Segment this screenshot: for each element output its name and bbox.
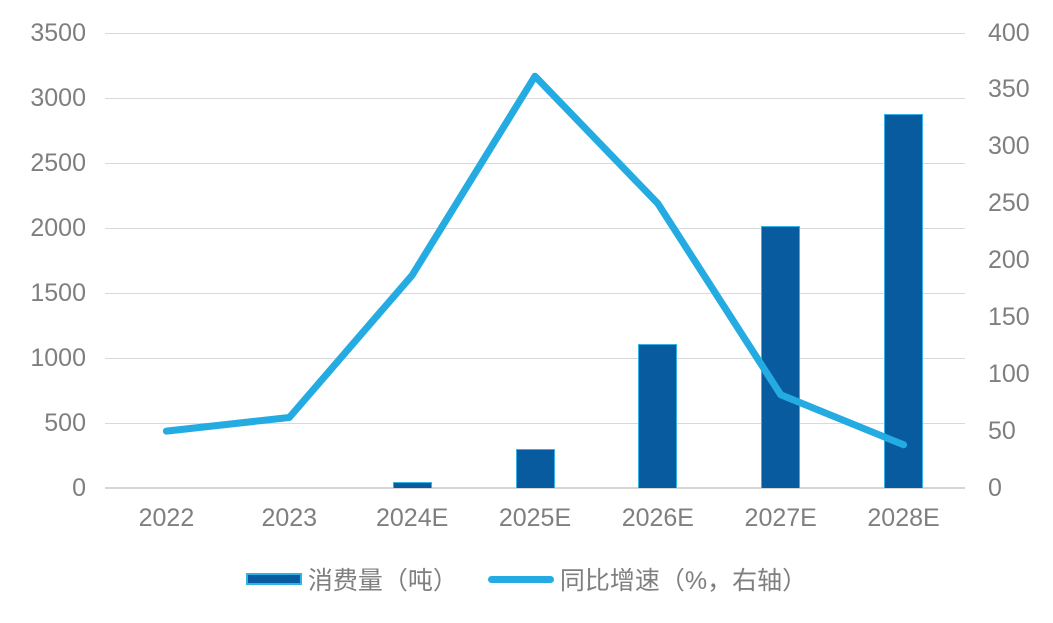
y-axis-left-tick-label: 500 <box>44 408 86 437</box>
y-axis-left-tick-label: 1500 <box>30 278 86 307</box>
bar-2027E <box>761 226 801 488</box>
y-axis-left-tick-label: 2000 <box>30 213 86 242</box>
x-axis-label-2022: 2022 <box>138 504 195 532</box>
legend-item-consumption: 消费量（吨） <box>245 561 458 597</box>
gridline <box>105 32 965 34</box>
y-axis-right-tick-label: 250 <box>988 189 1030 218</box>
bar-2028E <box>884 113 924 488</box>
line-swatch-icon <box>487 575 554 583</box>
legend-label-consumption: 消费量（吨） <box>307 567 458 595</box>
gridline <box>105 227 965 229</box>
y-axis-right-tick-label: 350 <box>988 75 1030 104</box>
gridline <box>105 357 965 359</box>
legend-item-growth: 同比增速（%，右轴） <box>487 561 808 597</box>
x-axis-label-2028E: 2028E <box>867 504 940 532</box>
gridline <box>105 162 965 164</box>
x-axis-label-2024E: 2024E <box>375 504 449 532</box>
y-axis-left-tick-label: 2500 <box>30 148 86 177</box>
legend-label-growth: 同比增速（%，右轴） <box>559 567 808 595</box>
legend: 消费量（吨） 同比增速（%，右轴） <box>0 561 1053 597</box>
y-axis-right-tick-label: 100 <box>988 359 1030 388</box>
bar-2024E <box>392 481 432 488</box>
y-axis-left-tick-label: 3500 <box>30 18 86 47</box>
x-axis-label-2023: 2023 <box>261 504 318 532</box>
x-axis-label-2025E: 2025E <box>498 504 572 532</box>
gridline <box>105 422 965 424</box>
bar-swatch-icon <box>245 573 302 585</box>
y-axis-right-tick-label: 50 <box>988 416 1016 445</box>
gridline <box>105 292 965 294</box>
y-axis-right-tick-label: 0 <box>988 473 1002 502</box>
y-axis-right-tick-label: 300 <box>988 132 1030 161</box>
bar-2025E <box>515 449 555 488</box>
bar-2026E <box>638 344 678 488</box>
y-axis-right-tick-label: 200 <box>988 246 1030 274</box>
y-axis-left-tick-label: 0 <box>72 473 86 502</box>
gridline <box>105 97 965 99</box>
x-axis-label-2027E: 2027E <box>744 504 817 532</box>
y-axis-left-tick-label: 1000 <box>30 343 86 372</box>
y-axis-left-tick-label: 3000 <box>30 83 86 112</box>
x-axis-label-2026E: 2026E <box>621 504 694 532</box>
gridline <box>105 487 965 489</box>
y-axis-right-tick-label: 400 <box>988 18 1030 47</box>
y-axis-right-tick-label: 150 <box>988 302 1030 331</box>
